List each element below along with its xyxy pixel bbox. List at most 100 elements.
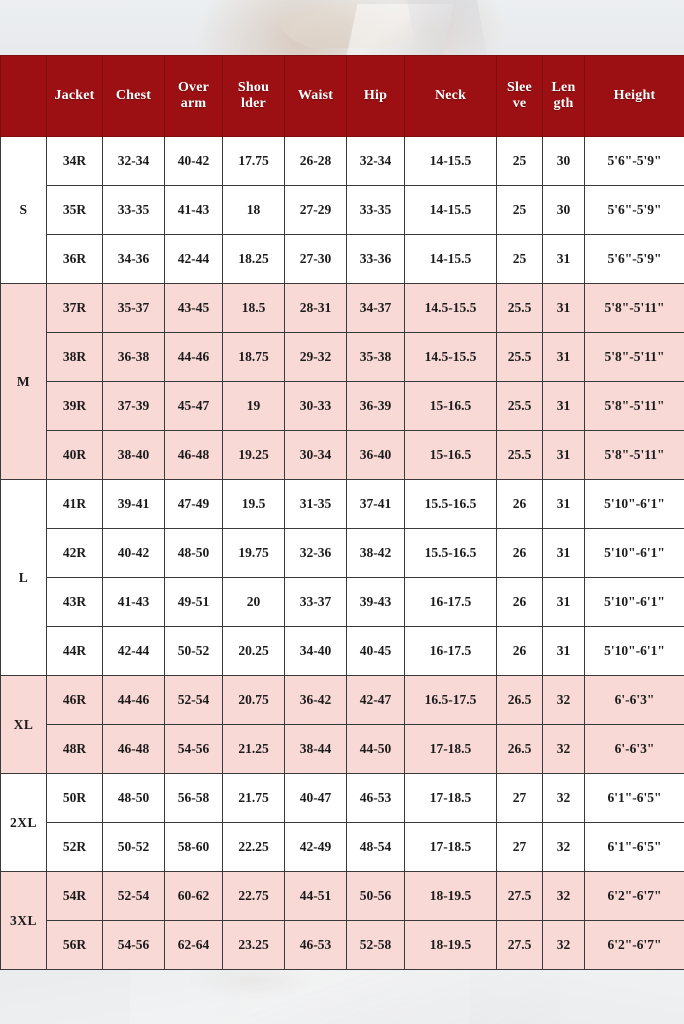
cell-hip: 40-45	[346, 626, 405, 676]
cell-length: 31	[542, 283, 585, 333]
cell-sleeve: 26	[496, 626, 543, 676]
cell-jacket: 39R	[46, 381, 103, 431]
cell-shoulder: 22.25	[222, 822, 285, 872]
cell-sleeve: 27.5	[496, 871, 543, 921]
cell-neck: 16.5-17.5	[404, 675, 497, 725]
cell-overarm: 42-44	[164, 234, 223, 284]
cell-jacket: 42R	[46, 528, 103, 578]
cell-shoulder: 20	[222, 577, 285, 627]
header-cell-shou-lder: Shou lder	[222, 55, 285, 137]
cell-waist: 36-42	[284, 675, 347, 725]
cell-sleeve: 26.5	[496, 724, 543, 774]
cell-overarm: 44-46	[164, 332, 223, 382]
cell-jacket: 38R	[46, 332, 103, 382]
cell-overarm: 47-49	[164, 479, 223, 529]
cell-overarm: 46-48	[164, 430, 223, 480]
cell-height: 5'10"-6'1"	[584, 528, 684, 578]
table-row: L 41R 39-41 47-49 19.5 31-35 37-41 15.5-16.5 26 3…	[0, 479, 684, 676]
cell-height: 5'8"-5'11"	[584, 332, 684, 382]
photo-left-sleeve-region	[0, 968, 240, 1024]
cell-height: 5'10"-6'1"	[584, 577, 684, 627]
cell-chest: 52-54	[102, 871, 165, 921]
cell-hip: 32-34	[346, 136, 405, 186]
cell-hip: 33-36	[346, 234, 405, 284]
cell-chest: 36-38	[102, 332, 165, 382]
cell-sleeve: 25.5	[496, 283, 543, 333]
header-label-line: ve	[512, 96, 527, 111]
cell-neck: 14-15.5	[404, 185, 497, 235]
cell-length: 31	[542, 626, 585, 676]
cell-overarm: 58-60	[164, 822, 223, 872]
cell-shoulder: 21.25	[222, 724, 285, 774]
header-label-line: Over	[177, 79, 210, 95]
cell-sleeve: 25	[496, 136, 543, 186]
cell-height: 6'-6'3"	[584, 724, 684, 774]
cell-chest: 34-36	[102, 234, 165, 284]
cell-sleeve: 26.5	[496, 675, 543, 725]
cell-shoulder: 17.75	[222, 136, 285, 186]
cell-chest: 42-44	[102, 626, 165, 676]
cell-jacket: 52R	[46, 822, 103, 872]
cell-hip: 37-41	[346, 479, 405, 529]
header-cell-jacket: Jacket	[46, 55, 103, 137]
photo-right-sleeve-region	[470, 966, 684, 1024]
cell-neck: 17-18.5	[404, 822, 497, 872]
cell-jacket: 48R	[46, 724, 103, 774]
cell-overarm: 43-45	[164, 283, 223, 333]
cell-shoulder: 18.25	[222, 234, 285, 284]
cell-length: 31	[542, 577, 585, 627]
cell-height: 5'8"-5'11"	[584, 283, 684, 333]
cell-chest: 46-48	[102, 724, 165, 774]
header-cell-len-gth: Len gth	[542, 55, 585, 137]
cell-jacket: 50R	[46, 773, 103, 823]
table-row: S 34R 32-34 40-42 17.75 26-28 32-34 14-15.5 25 30…	[0, 136, 684, 284]
table-header: Jacket Chest Over arm Shou lder Waist Hip Neck Sl…	[0, 55, 684, 137]
cell-hip: 33-35	[346, 185, 405, 235]
cell-length: 32	[542, 675, 585, 725]
header-cell-waist: Waist	[284, 55, 347, 137]
cell-hip: 52-58	[346, 920, 405, 970]
table-row: XL 46R 44-46 52-54 20.75 36-42 42-47 16.5-17.5 2…	[0, 675, 684, 774]
table-row: 48R 46-48 54-56 21.25 38-44 44-50 17-18.5 26.5 3…	[1, 724, 684, 774]
header-row: Jacket Chest Over arm Shou lder Waist Hip Neck Sl…	[0, 55, 684, 137]
table-row: 56R 54-56 62-64 23.25 46-53 52-58 18-19.5 27.5 3…	[1, 920, 684, 970]
cell-overarm: 45-47	[164, 381, 223, 431]
cell-jacket: 44R	[46, 626, 103, 676]
photo-hands-region	[130, 962, 560, 1024]
cell-shoulder: 19	[222, 381, 285, 431]
cell-waist: 27-30	[284, 234, 347, 284]
table-row: 44R 42-44 50-52 20.25 34-40 40-45 16-17.5 26 31 5…	[1, 626, 684, 676]
cell-overarm: 60-62	[164, 871, 223, 921]
cell-chest: 37-39	[102, 381, 165, 431]
cell-neck: 14-15.5	[404, 136, 497, 186]
cell-length: 31	[542, 479, 585, 529]
cell-height: 6'1"-6'5"	[584, 773, 684, 823]
cell-neck: 18-19.5	[404, 871, 497, 921]
size-group-label-2xl: 2XL	[0, 773, 47, 872]
cell-length: 32	[542, 920, 585, 970]
cell-length: 31	[542, 234, 585, 284]
cell-shoulder: 20.25	[222, 626, 285, 676]
size-group-label-s: S	[0, 136, 47, 284]
cell-hip: 48-54	[346, 822, 405, 872]
header-label-line: gth	[553, 96, 574, 111]
cell-sleeve: 27.5	[496, 920, 543, 970]
cell-neck: 15-16.5	[404, 381, 497, 431]
cell-height: 5'6"-5'9"	[584, 185, 684, 235]
header-label-line: Chest	[115, 87, 152, 103]
cell-neck: 15.5-16.5	[404, 479, 497, 529]
header-cell-chest: Chest	[102, 55, 165, 137]
header-label-line: Jacket	[54, 87, 95, 103]
cell-neck: 16-17.5	[404, 626, 497, 676]
cell-waist: 29-32	[284, 332, 347, 382]
header-cell-height: Height	[584, 55, 684, 137]
table-row: 38R 36-38 44-46 18.75 29-32 35-38 14.5-15.5 25.…	[1, 332, 684, 382]
cell-jacket: 37R	[46, 283, 103, 333]
cell-overarm: 41-43	[164, 185, 223, 235]
cell-length: 32	[542, 773, 585, 823]
cell-chest: 32-34	[102, 136, 165, 186]
cell-jacket: 54R	[46, 871, 103, 921]
cell-sleeve: 27	[496, 822, 543, 872]
cell-chest: 44-46	[102, 675, 165, 725]
cell-neck: 14-15.5	[404, 234, 497, 284]
